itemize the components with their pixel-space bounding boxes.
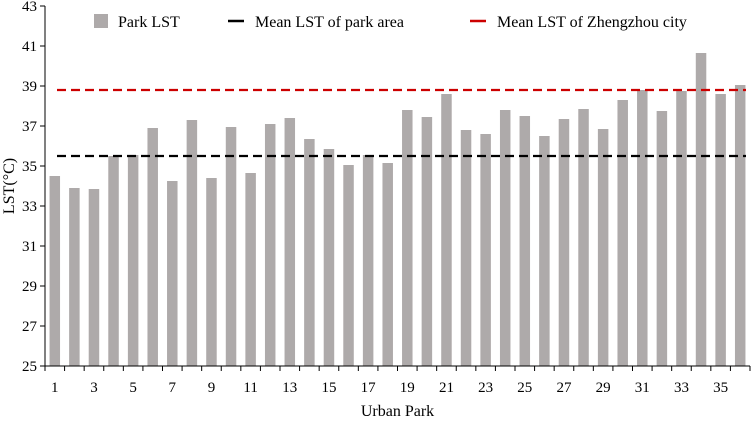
x-tick-label: 25 <box>517 380 532 396</box>
y-tick-label: 29 <box>22 279 37 295</box>
bar-park-7 <box>167 181 178 366</box>
bar-park-24 <box>499 110 511 366</box>
bar-park-25 <box>519 116 531 366</box>
x-tick-label: 15 <box>321 380 336 396</box>
bar-park-29 <box>597 129 609 366</box>
legend-swatch-park-lst <box>94 14 108 28</box>
x-tick-label: 3 <box>90 380 98 396</box>
legend-label-mean-park: Mean LST of park area <box>255 14 404 31</box>
x-tick-label: 7 <box>169 380 177 396</box>
x-tick-label: 35 <box>713 380 728 396</box>
legend-label-mean-city: Mean LST of Zhengzhou city <box>497 14 687 31</box>
bar-park-9 <box>206 178 217 366</box>
bar-park-34 <box>695 53 707 366</box>
y-tick-label: 33 <box>22 199 37 215</box>
y-tick-label: 27 <box>22 319 38 335</box>
x-tick-label: 17 <box>361 380 377 396</box>
bar-park-16 <box>343 165 354 366</box>
bar-park-20 <box>421 117 433 366</box>
y-tick-label: 25 <box>22 359 37 375</box>
x-tick-label: 31 <box>635 380 650 396</box>
y-tick-label: 35 <box>22 159 37 175</box>
bar-park-23 <box>480 134 491 366</box>
bar-park-3 <box>88 189 100 366</box>
bar-park-33 <box>676 91 687 366</box>
bar-park-36 <box>734 85 746 366</box>
bar-park-21 <box>441 94 452 366</box>
legend-label-park-lst: Park LST <box>118 14 180 31</box>
x-tick-label: 9 <box>208 380 216 396</box>
y-ticks: 25 27 29 31 33 35 37 39 41 43 <box>22 0 45 375</box>
bar-park-1 <box>49 176 61 366</box>
y-axis-label: LST(°C) <box>1 158 18 214</box>
bar-park-35 <box>715 94 726 366</box>
bar-park-2 <box>69 188 80 366</box>
x-ticks: 1 3 5 7 9 11 13 15 17 19 21 23 25 27 29 31 33 35 <box>44 366 751 396</box>
bar-park-17 <box>362 155 374 366</box>
x-tick-label: 27 <box>556 380 572 396</box>
y-tick-label: 43 <box>22 0 37 15</box>
bar-park-28 <box>578 109 589 366</box>
reference-lines <box>57 88 746 158</box>
x-tick-label: 29 <box>596 380 611 396</box>
bar-park-15 <box>323 149 335 366</box>
x-tick-label: 1 <box>51 380 59 396</box>
legend: Park LST Mean LST of park area Mean LST … <box>94 14 687 31</box>
bar-park-13 <box>284 118 296 366</box>
bar-park-26 <box>539 136 550 366</box>
x-tick-label: 11 <box>243 380 257 396</box>
bar-park-32 <box>656 111 668 366</box>
bar-park-11 <box>245 173 256 366</box>
bar-series <box>49 53 746 366</box>
bar-park-22 <box>460 130 472 366</box>
x-axis-label: Urban Park <box>361 403 434 420</box>
y-tick-label: 37 <box>22 119 38 135</box>
bar-park-27 <box>558 119 570 366</box>
bar-park-18 <box>382 163 393 366</box>
bar-park-6 <box>147 128 158 366</box>
y-tick-label: 39 <box>22 79 37 95</box>
bar-park-14 <box>304 139 315 366</box>
x-tick-label: 19 <box>400 380 415 396</box>
bar-park-19 <box>402 110 413 366</box>
bar-park-5 <box>127 155 139 366</box>
x-tick-label: 23 <box>478 380 493 396</box>
bar-park-10 <box>225 127 237 366</box>
bar-park-4 <box>108 156 119 366</box>
bar-park-12 <box>264 124 276 366</box>
y-tick-label: 41 <box>22 39 37 55</box>
bar-park-8 <box>186 120 198 366</box>
y-tick-label: 31 <box>22 239 37 255</box>
bar-park-31 <box>637 90 648 366</box>
x-tick-label: 13 <box>282 380 297 396</box>
x-tick-label: 5 <box>129 380 137 396</box>
x-tick-label: 33 <box>674 380 689 396</box>
bar-park-30 <box>617 100 628 366</box>
x-tick-label: 21 <box>439 380 454 396</box>
